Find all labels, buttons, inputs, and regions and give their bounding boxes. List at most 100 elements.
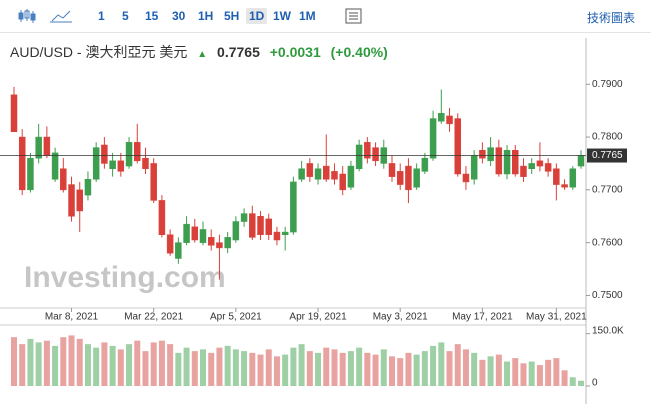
candle-body — [281, 231, 289, 235]
volume-bar — [339, 352, 346, 386]
y-tick-label: 0.7600 — [592, 237, 623, 248]
volume-bar — [421, 351, 428, 386]
candle-body — [462, 173, 470, 183]
volume-bar — [479, 359, 486, 386]
candle-body — [479, 150, 486, 159]
volume-bar — [43, 340, 50, 386]
instrument-name: AUD/USD - 澳大利亞元 美元 — [10, 44, 188, 60]
volume-bar — [216, 347, 223, 386]
volume-bar — [528, 361, 535, 386]
volume-tick-label: 0 — [592, 378, 598, 389]
candle-body — [446, 115, 453, 125]
candle-body — [544, 163, 552, 172]
chart-type-icons[interactable] — [18, 7, 78, 25]
volume-bar — [298, 344, 305, 386]
settings-icon[interactable] — [344, 7, 364, 25]
volume-bar — [101, 342, 108, 386]
candle-body — [388, 163, 396, 177]
percent-change: (+0.40%) — [330, 44, 388, 60]
x-tick-label: Mar 8, 2021 — [45, 312, 99, 323]
price-change: +0.0031 — [269, 44, 321, 60]
interval-button[interactable]: 30 — [172, 9, 186, 23]
volume-bar — [454, 344, 461, 386]
x-tick-label: Mar 22, 2021 — [124, 312, 183, 323]
candle-body — [347, 165, 355, 188]
interval-button[interactable]: 1H — [198, 9, 214, 23]
interval-button[interactable]: 1M — [299, 9, 316, 23]
candle-body — [175, 242, 182, 259]
candle-body — [512, 150, 519, 175]
x-tick-label: May 3, 2021 — [373, 312, 428, 323]
candle-body — [35, 136, 42, 159]
volume-bar — [306, 351, 313, 386]
technical-chart-link[interactable]: 技術圖表 — [587, 11, 636, 25]
candle-body — [10, 94, 18, 133]
candle-body — [92, 147, 100, 180]
candle-body — [18, 136, 26, 191]
volume-bar — [27, 338, 34, 386]
candle-body — [232, 221, 240, 241]
volume-bar — [109, 345, 116, 386]
volume-bar — [35, 342, 42, 386]
volume-bar — [265, 349, 272, 386]
candle-body — [323, 165, 330, 180]
volume-bar — [553, 358, 560, 386]
volume-bar — [158, 340, 165, 386]
volume-bar — [183, 347, 190, 386]
candle-body — [331, 171, 338, 180]
candle-body — [224, 237, 231, 249]
candle-body — [158, 200, 166, 235]
volume-bar — [446, 351, 453, 386]
candle-body — [84, 179, 92, 196]
candle-body — [249, 213, 256, 238]
candle-body — [520, 165, 527, 177]
volume-bar — [126, 344, 133, 386]
volume-bar — [405, 352, 412, 386]
candle-body — [76, 189, 83, 212]
interval-button[interactable]: 5H — [224, 9, 240, 23]
candle-body — [314, 168, 322, 180]
y-tick-label: 0.7900 — [592, 79, 623, 90]
volume-bar — [495, 354, 502, 386]
current-price-label: 0.7765 — [592, 150, 623, 161]
x-tick-label: May 31, 2021 — [526, 312, 587, 323]
volume-bar — [52, 345, 59, 386]
interval-button[interactable]: 1D — [246, 8, 268, 24]
candle-body — [503, 150, 511, 175]
interval-button[interactable]: 15 — [145, 9, 159, 23]
candle-body — [298, 168, 305, 180]
candle-body — [60, 168, 67, 191]
candle-body — [43, 136, 51, 156]
instrument-header: AUD/USD - 澳大利亞元 美元 ▲ 0.7765 +0.0031 (+0.… — [10, 42, 394, 62]
volume-bar — [134, 340, 141, 386]
volume-bar — [487, 356, 494, 386]
candle-body — [265, 218, 272, 235]
interval-button[interactable]: 1W — [273, 9, 291, 23]
volume-bar — [520, 363, 527, 386]
candle-body — [27, 157, 34, 191]
candle-body — [257, 215, 264, 235]
volume-bar — [536, 365, 543, 386]
volume-bar — [569, 377, 576, 386]
up-arrow: ▲ — [197, 49, 208, 60]
x-tick-label: Apr 19, 2021 — [289, 312, 347, 323]
candle-body — [487, 147, 494, 162]
current-price-tag — [587, 148, 627, 163]
volume-bar — [19, 344, 26, 386]
candle-body — [438, 113, 445, 122]
candle-body — [142, 157, 149, 169]
volume-bar — [397, 358, 404, 386]
candle-body — [290, 181, 297, 233]
volume-bar — [504, 361, 511, 386]
volume-bar — [430, 345, 437, 386]
interval-button[interactable]: 1 — [98, 9, 105, 23]
candle-body — [454, 118, 461, 175]
candle-body — [339, 173, 346, 191]
candle-body — [101, 144, 108, 164]
volume-bar — [273, 356, 280, 386]
volume-bar — [93, 347, 100, 386]
interval-button[interactable]: 5 — [122, 9, 129, 23]
candle-body — [216, 242, 223, 249]
volume-bar — [68, 335, 75, 386]
volume-bar — [561, 370, 568, 386]
